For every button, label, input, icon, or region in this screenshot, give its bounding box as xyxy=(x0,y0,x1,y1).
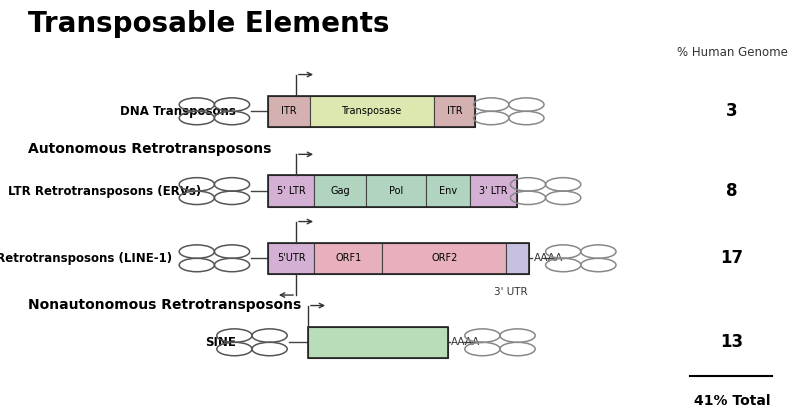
Bar xyxy=(268,95,310,127)
Bar xyxy=(314,242,382,274)
Bar xyxy=(268,242,529,274)
Bar xyxy=(268,176,314,207)
Bar xyxy=(314,176,366,207)
Text: Env: Env xyxy=(439,186,458,196)
Bar xyxy=(308,327,448,358)
Bar xyxy=(426,176,470,207)
Text: AAAA: AAAA xyxy=(534,253,563,263)
Text: 3' LTR: 3' LTR xyxy=(479,186,508,196)
Text: SINE: SINE xyxy=(205,336,236,349)
Text: 13: 13 xyxy=(721,333,743,351)
Bar xyxy=(268,176,517,207)
Text: Transposase: Transposase xyxy=(342,106,402,116)
Text: AAAA: AAAA xyxy=(451,337,481,347)
Text: ORF1: ORF1 xyxy=(335,253,362,263)
Bar xyxy=(434,95,475,127)
Text: Non-LTR Retrotransposons (LINE-1): Non-LTR Retrotransposons (LINE-1) xyxy=(0,252,172,265)
Text: Nonautonomous Retrotransposons: Nonautonomous Retrotransposons xyxy=(28,297,302,312)
Text: 17: 17 xyxy=(721,249,743,267)
Text: Transposable Elements: Transposable Elements xyxy=(28,10,390,39)
Text: Gag: Gag xyxy=(330,186,350,196)
Text: 8: 8 xyxy=(726,182,738,200)
Text: 3' UTR: 3' UTR xyxy=(494,287,527,297)
Bar xyxy=(268,242,314,274)
Bar xyxy=(366,176,426,207)
Bar xyxy=(382,242,506,274)
Bar xyxy=(310,95,434,127)
Bar xyxy=(268,95,475,127)
Text: Pol: Pol xyxy=(390,186,403,196)
Text: % Human Genome: % Human Genome xyxy=(677,46,787,59)
Text: 5' LTR: 5' LTR xyxy=(277,186,306,196)
Text: ITR: ITR xyxy=(446,106,462,116)
Text: Autonomous Retrotransposons: Autonomous Retrotransposons xyxy=(28,142,271,156)
Bar xyxy=(506,242,529,274)
Text: LTR Retrotransposons (ERVs): LTR Retrotransposons (ERVs) xyxy=(8,185,202,197)
Text: 3: 3 xyxy=(726,102,738,120)
Text: 41% Total: 41% Total xyxy=(694,394,770,408)
Text: DNA Transposons: DNA Transposons xyxy=(120,105,236,118)
Text: 5'UTR: 5'UTR xyxy=(277,253,306,263)
Bar xyxy=(470,176,517,207)
Text: ITR: ITR xyxy=(281,106,297,116)
Text: ORF2: ORF2 xyxy=(431,253,458,263)
Bar xyxy=(308,327,448,358)
